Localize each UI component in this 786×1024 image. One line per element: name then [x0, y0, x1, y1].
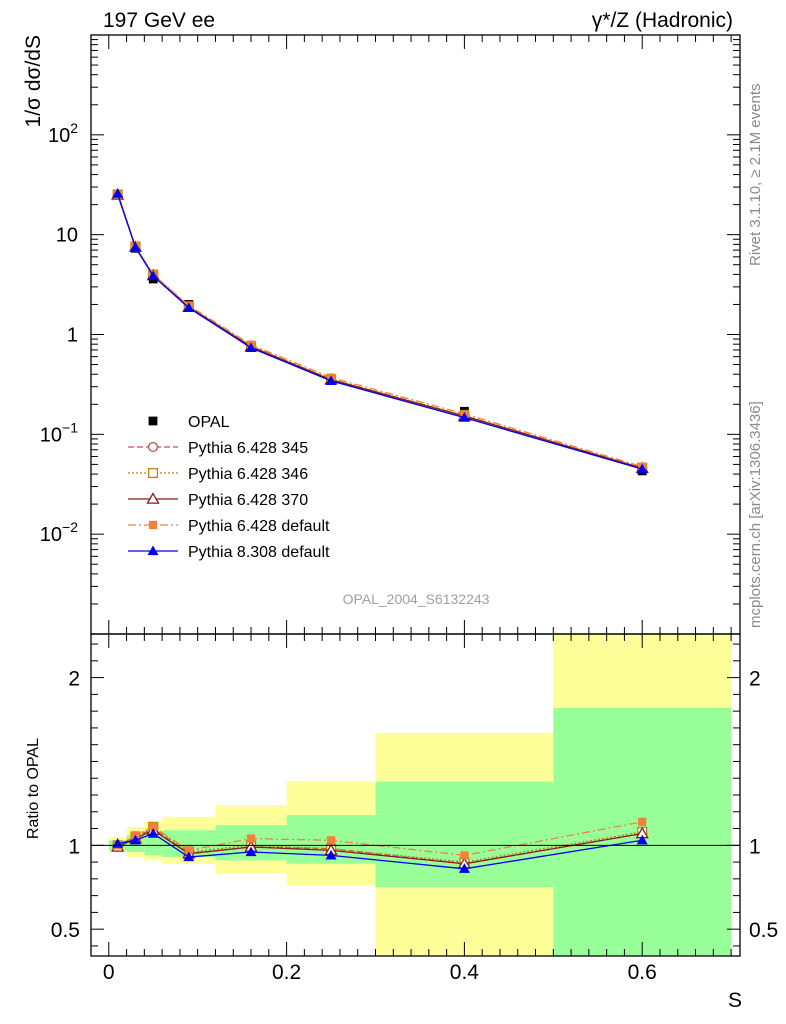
main-y-tick-label: 10−1	[40, 419, 78, 446]
ratio-series-point	[147, 828, 159, 838]
legend-label: Pythia 6.428 370	[188, 492, 308, 509]
legend-label: Pythia 6.428 346	[188, 466, 308, 483]
ratio-y-tick-label-left: 2	[68, 668, 80, 691]
ratio-series-point	[325, 849, 337, 860]
x-tick-label: 0.6	[628, 961, 657, 984]
ratio-series-point	[245, 846, 257, 857]
legend-marker	[147, 441, 159, 453]
axes-ticks	[91, 35, 740, 956]
ratio-uncertainty-bands	[108, 634, 732, 956]
legend-marker	[148, 520, 158, 530]
analysis-watermark: OPAL_2004_S6132243	[343, 591, 490, 607]
legend-label: Pythia 6.428 345	[188, 440, 308, 457]
legend: OPAL Pythia 6.428 345 Pythia 6.428 346 Pyth…	[128, 414, 330, 561]
legend-marker	[148, 416, 158, 426]
main-y-tick-label: 102	[48, 120, 78, 147]
ratio-y-tick-label-left: 1	[68, 835, 80, 858]
ratio-series-point	[636, 834, 648, 845]
legend-label: Pythia 8.308 default	[188, 544, 330, 561]
tick-labels: 10−2 10−1 1 10 102 0.5 0.5 1 1 2 2 0 0.2 0.4 0.6	[40, 120, 778, 984]
ratio-series-point	[183, 851, 195, 862]
main-series-point	[458, 412, 470, 422]
ratio-series-point	[638, 817, 647, 826]
ratio-series-point	[458, 863, 470, 873]
ratio-series-point	[129, 834, 141, 845]
legend-label: OPAL	[188, 414, 230, 431]
main-series-point	[147, 270, 159, 281]
main-series-point	[325, 375, 337, 386]
x-tick-label: 0.4	[450, 961, 480, 984]
ratio-y-tick-label-right: 2	[749, 668, 761, 691]
ratio-series-point	[460, 851, 469, 860]
main-y-tick-label: 1	[67, 325, 78, 347]
ratio-y-tick-label-right: 1	[749, 835, 761, 858]
ratio-series-point	[184, 846, 193, 855]
main-plot-lines	[111, 188, 649, 476]
header-right: γ*/Z (Hadronic)	[592, 9, 733, 32]
main-series-point	[183, 302, 195, 312]
ratio-series-point	[149, 822, 158, 831]
legend-marker	[146, 492, 160, 504]
legend-marker	[147, 545, 159, 556]
header-left: 197 GeV ee	[103, 9, 215, 32]
main-series-point	[112, 188, 124, 198]
main-series-point	[245, 342, 257, 352]
legend-marker	[147, 467, 159, 479]
main-series-point	[129, 241, 141, 252]
ratio-plot-frame	[90, 633, 741, 957]
main-series-point	[636, 463, 648, 474]
rivet-version-label: Rivet 3.1.10, ≥ 2.1M events	[747, 83, 764, 267]
x-axis-label: S	[728, 989, 742, 1012]
main-y-tick-label: 10−2	[40, 519, 78, 546]
ratio-y-axis-label: Ratio to OPAL	[25, 738, 42, 839]
legend-label: Pythia 6.428 default	[188, 518, 330, 535]
main-series-line	[117, 193, 643, 470]
ratio-series-line	[117, 832, 643, 870]
green-band	[144, 831, 163, 856]
x-tick-label: 0.2	[272, 961, 301, 984]
ratio-y-tick-label-left: 0.5	[51, 919, 80, 942]
mcplots-reference-label: mcplots.cern.ch [arXiv:1306.3436]	[747, 401, 764, 628]
x-tick-label: 0	[103, 961, 115, 984]
main-y-axis-label: 1/σ dσ/dS	[22, 35, 45, 127]
main-y-tick-label: 10	[56, 225, 78, 247]
ratio-y-tick-label-right: 0.5	[749, 919, 778, 942]
ratio-series-point	[246, 834, 256, 843]
ratio-series-point	[326, 836, 336, 845]
